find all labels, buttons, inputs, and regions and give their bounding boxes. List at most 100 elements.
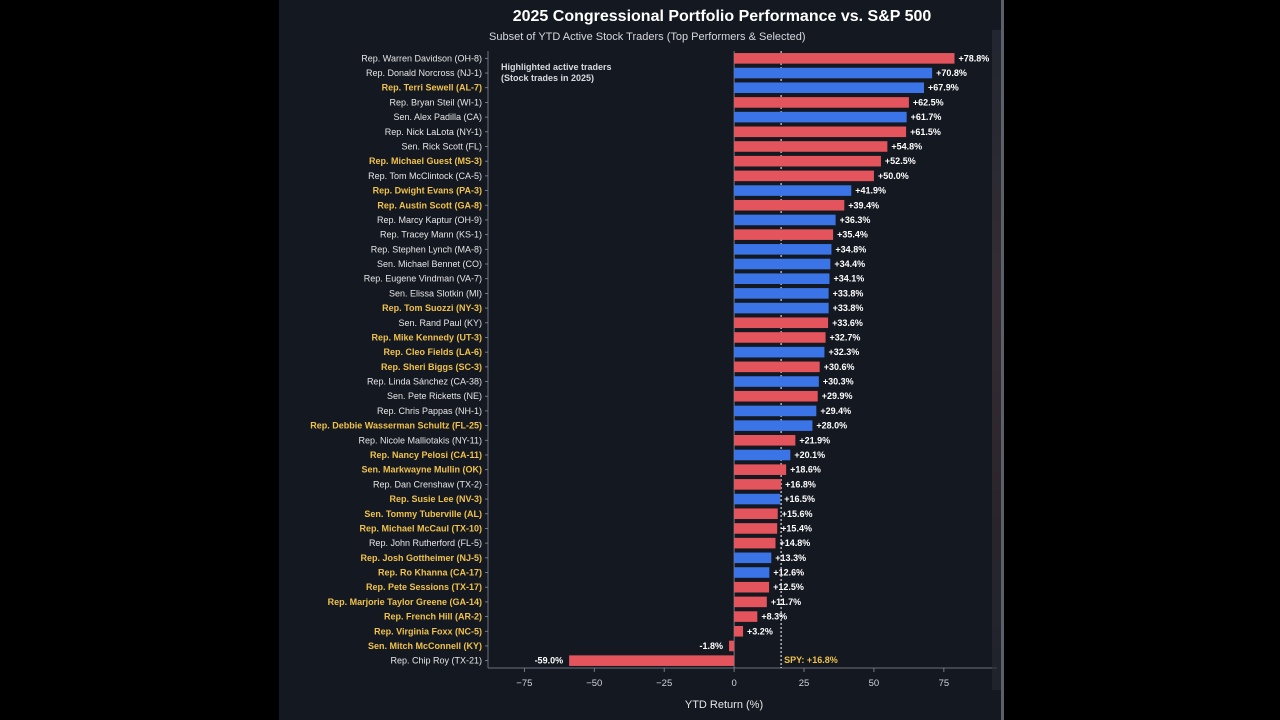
bar	[734, 155, 881, 167]
y-tick-label: Rep. Tom Suozzi (NY-3)	[382, 303, 482, 313]
x-tick-label: −25	[656, 678, 672, 689]
y-tick-label: Sen. Rick Scott (FL)	[401, 141, 482, 151]
data-label: +78.8%	[958, 53, 989, 63]
y-tick-label: Rep. Linda Sánchez (CA-38)	[367, 377, 482, 387]
y-axis-labels: Rep. Warren Davidson (OH-8) Rep. Donald N…	[310, 53, 488, 666]
bar	[734, 405, 817, 417]
y-tick-label: Rep. Mike Kennedy (UT-3)	[371, 332, 482, 342]
bar	[734, 449, 791, 461]
bar	[734, 273, 830, 284]
data-label: +32.3%	[828, 347, 859, 357]
bar	[734, 361, 820, 373]
data-label: +61.7%	[911, 112, 942, 122]
x-axis-label: YTD Return (%)	[685, 699, 763, 711]
bar	[734, 317, 829, 329]
x-tick-label: 75	[939, 678, 950, 689]
data-label: +11.7%	[771, 597, 801, 607]
data-label: +50.0%	[878, 171, 909, 181]
bar	[734, 390, 818, 402]
data-label: +20.1%	[794, 450, 825, 460]
data-label: +36.3%	[840, 215, 871, 225]
y-tick-label: Rep. Stephen Lynch (MA-8)	[371, 244, 482, 254]
data-label: +30.6%	[824, 362, 855, 372]
data-label: +35.4%	[837, 230, 868, 240]
data-label: +52.5%	[885, 156, 916, 166]
x-tick-label: −75	[516, 678, 532, 689]
chart-title: 2025 Congressional Portfolio Performance…	[513, 8, 932, 25]
y-tick-label: Rep. Eugene Vindman (VA-7)	[364, 274, 482, 284]
data-label: +16.5%	[784, 494, 815, 504]
bar	[734, 537, 776, 549]
data-label: +28.0%	[816, 421, 847, 431]
y-tick-label: Rep. Pete Sessions (TX-17)	[366, 582, 482, 592]
y-tick-label: Rep. Michael McCaul (TX-10)	[359, 523, 482, 533]
data-label: -59.0%	[535, 656, 564, 666]
data-label: +33.8%	[833, 303, 864, 313]
bar	[734, 97, 909, 108]
data-label: +15.4%	[781, 523, 812, 533]
y-tick-label: Rep. Ro Khanna (CA-17)	[378, 568, 482, 578]
y-tick-label: Rep. Nicole Malliotakis (NY-11)	[358, 435, 482, 445]
y-tick-label: Rep. Dan Crenshaw (TX-2)	[373, 479, 482, 489]
y-tick-label: Rep. Marjorie Taylor Greene (GA-14)	[328, 597, 482, 607]
bar	[734, 567, 770, 578]
y-tick-label: Rep. Debbie Wasserman Schultz (FL-25)	[310, 421, 482, 431]
data-label: +14.8%	[780, 538, 811, 548]
data-label: +18.6%	[790, 465, 821, 475]
bar	[734, 596, 767, 608]
y-tick-label: Rep. Marcy Kaptur (OH-9)	[377, 215, 482, 225]
data-label: +70.8%	[936, 68, 967, 78]
bar	[734, 625, 744, 637]
bar	[734, 611, 758, 622]
data-label: +8.3%	[761, 612, 787, 622]
data-label: +34.1%	[833, 274, 864, 284]
bar	[734, 479, 782, 490]
y-tick-label: Rep. Virginia Foxx (NC-5)	[374, 626, 482, 636]
y-tick-label: Rep. Dwight Evans (PA-3)	[373, 186, 482, 196]
y-tick-label: Rep. Bryan Steil (WI-1)	[389, 97, 482, 107]
bar	[734, 185, 852, 196]
y-tick-label: Sen. Pete Ricketts (NE)	[387, 391, 482, 401]
bar	[729, 640, 735, 652]
chart-panel: 2025 Congressional Portfolio Performance…	[279, 0, 1001, 720]
bar	[734, 435, 796, 446]
y-tick-label: Rep. Terri Sewell (AL-7)	[382, 83, 482, 93]
bar	[734, 493, 781, 505]
data-label: +61.5%	[910, 127, 941, 137]
data-label: +13.3%	[775, 553, 806, 563]
y-tick-label: Rep. Chip Roy (TX-21)	[390, 656, 482, 666]
data-label: +29.4%	[820, 406, 851, 416]
data-label: +67.9%	[928, 83, 959, 93]
data-label: +41.9%	[855, 186, 886, 196]
data-label: +34.8%	[835, 244, 866, 254]
y-tick-label: Sen. Markwayne Mullin (OK)	[361, 465, 482, 475]
benchmark-label: SPY: +16.8%	[784, 655, 838, 665]
x-tick-label: 0	[731, 678, 736, 689]
x-tick-label: 50	[869, 678, 880, 689]
bar	[734, 258, 831, 270]
y-tick-label: Rep. Josh Gottheimer (NJ-5)	[360, 553, 482, 563]
bar	[734, 288, 829, 299]
y-tick-label: Rep. Donald Norcross (NJ-1)	[366, 68, 482, 78]
y-tick-label: Rep. Cleo Fields (LA-6)	[383, 347, 482, 357]
data-label: +3.2%	[747, 626, 773, 636]
annotation-line: Highlighted active traders	[501, 62, 612, 72]
bar	[734, 464, 787, 475]
annotation-line: (Stock trades in 2025)	[501, 73, 594, 83]
bar	[734, 126, 907, 138]
data-label: +15.6%	[782, 509, 813, 519]
data-label: +33.8%	[833, 288, 864, 298]
bar	[734, 420, 813, 431]
y-tick-label: Rep. Nick LaLota (NY-1)	[385, 127, 482, 137]
data-label: +34.4%	[834, 259, 865, 269]
data-label: +29.9%	[822, 391, 853, 401]
y-tick-label: Sen. Elissa Slotkin (MI)	[389, 288, 482, 298]
background-decoration	[992, 30, 1002, 690]
bars	[569, 53, 955, 666]
y-tick-label: Rep. Nancy Pelosi (CA-11)	[370, 450, 482, 460]
data-label: +32.7%	[830, 332, 861, 342]
y-tick-label: Sen. Michael Bennet (CO)	[377, 259, 482, 269]
plot-area: SPY: +16.8% Highlighted active traders(St…	[487, 51, 997, 669]
y-tick-label: Rep. Tracey Mann (KS-1)	[380, 230, 482, 240]
data-label: +33.6%	[832, 318, 863, 328]
